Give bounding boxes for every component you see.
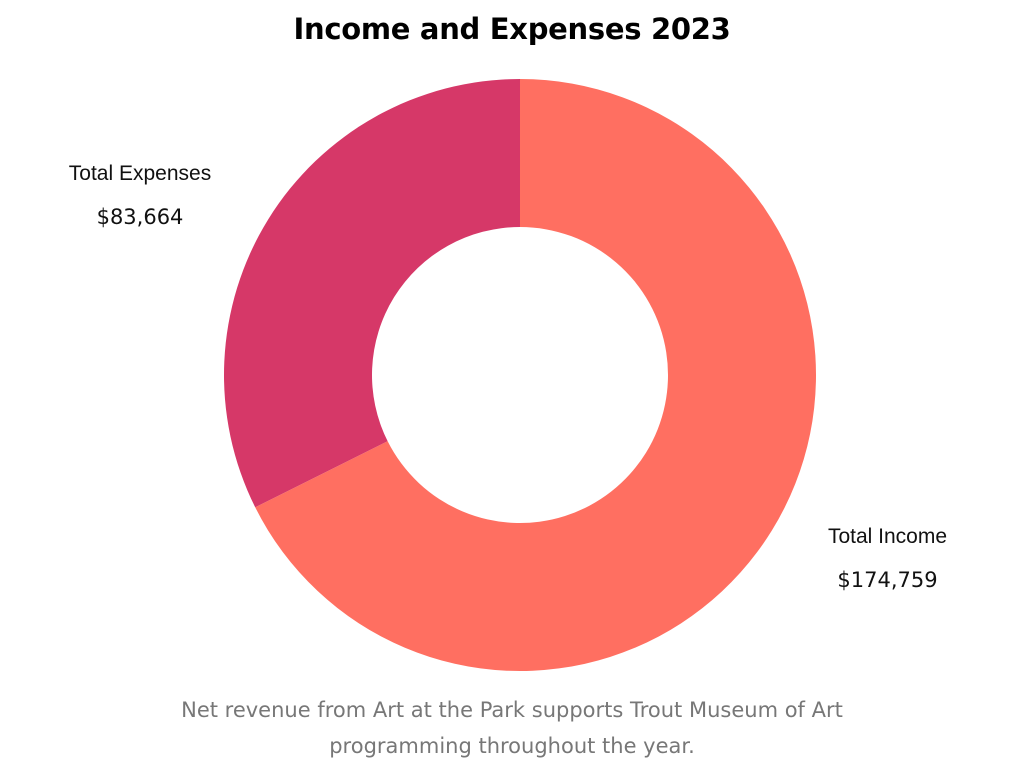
expenses-value: $83,664 [96, 205, 184, 229]
income-label: Total Income [827, 525, 948, 548]
expenses-data-label: Total Expenses $83,664 [40, 162, 240, 229]
income-value: $174,759 [837, 568, 938, 592]
slice-total-income [255, 79, 816, 671]
chart-title: Income and Expenses 2023 [293, 12, 731, 46]
expenses-label: Total Expenses [68, 162, 212, 185]
caption-line-2: programming throughout the year. [329, 734, 695, 758]
caption-line-1: Net revenue from Art at the Park support… [181, 698, 843, 722]
slice-total-expenses [223, 79, 520, 508]
chart-caption: Net revenue from Art at the Park support… [112, 692, 912, 764]
income-data-label: Total Income $174,759 [800, 525, 975, 592]
